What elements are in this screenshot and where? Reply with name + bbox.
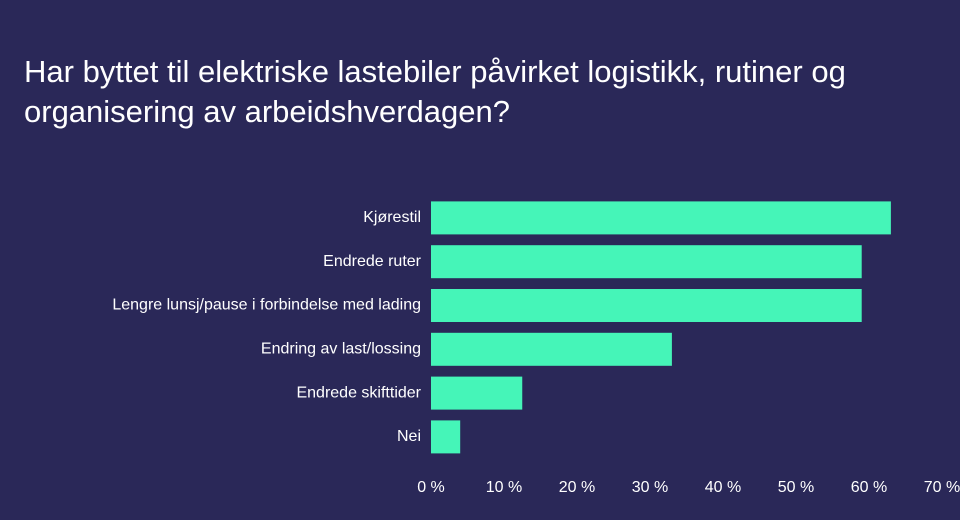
x-tick-label: 50 % — [778, 479, 814, 496]
y-tick-label: Kjørestil — [363, 209, 421, 226]
bar — [431, 332, 672, 366]
x-tick-label: 0 % — [417, 479, 445, 496]
chart-title: Har byttet til elektriske lastebiler påv… — [24, 54, 846, 129]
y-tick-label: Nei — [397, 428, 421, 445]
y-tick-label: Endrede skifttider — [296, 384, 421, 401]
x-tick-label: 60 % — [851, 479, 887, 496]
bar — [431, 245, 862, 279]
bar — [431, 201, 891, 235]
x-tick-label: 20 % — [559, 479, 595, 496]
x-tick-label: 70 % — [924, 479, 960, 496]
x-tick-label: 10 % — [486, 479, 522, 496]
bar — [431, 376, 523, 410]
y-tick-label: Endring av last/lossing — [261, 341, 421, 358]
bar — [431, 420, 461, 454]
y-tick-label: Endrede ruter — [323, 253, 422, 270]
y-tick-label: Lengre lunsj/pause i forbindelse med lad… — [112, 297, 421, 314]
x-tick-label: 30 % — [632, 479, 668, 496]
x-tick-label: 40 % — [705, 479, 741, 496]
bar — [431, 289, 862, 322]
